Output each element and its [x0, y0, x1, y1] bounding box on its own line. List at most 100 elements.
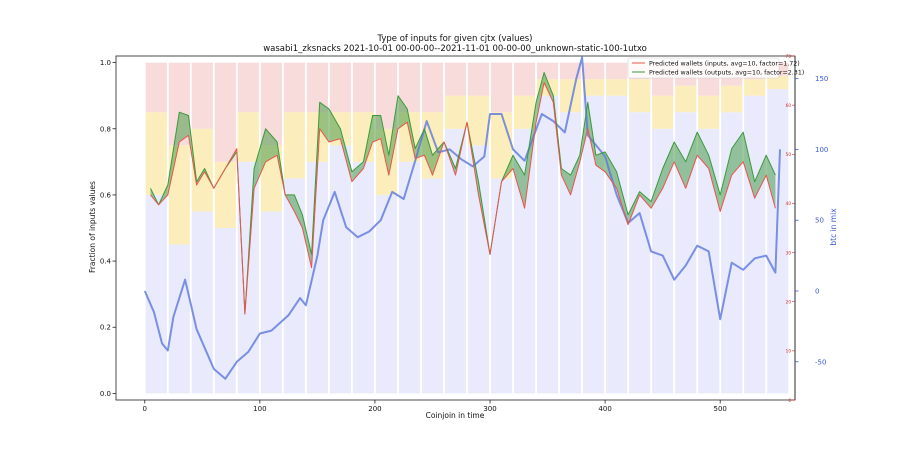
- y2-tick-label: -50: [815, 358, 826, 366]
- y2-tick-label: 150: [815, 75, 828, 83]
- y-tick-label: 1.0: [100, 59, 111, 67]
- bar-yellow: [283, 112, 305, 179]
- bar-pink: [375, 62, 398, 129]
- bar-pink: [283, 62, 305, 113]
- x-tick-label: 400: [598, 405, 611, 413]
- bar-blue: [490, 178, 513, 394]
- y3-tick-label: 70: [786, 54, 792, 59]
- legend-label-outputs: Predicted wallets (outputs, avg=10, fact…: [649, 70, 804, 77]
- bar-blue: [168, 244, 190, 394]
- y-axis-label: Fraction of inputs values: [88, 181, 97, 273]
- bar-pink: [490, 62, 513, 113]
- bar-blue: [352, 161, 375, 394]
- line-inputs: [150, 82, 776, 315]
- bar-blue: [283, 178, 305, 394]
- legend-box: [627, 57, 780, 79]
- bar-pink: [191, 62, 213, 129]
- bar-yellow: [145, 112, 167, 195]
- bar-yellow: [237, 112, 259, 162]
- y2-axis-label: btc in mix: [829, 208, 838, 246]
- line-btc-in-mix: [143, 56, 781, 380]
- bar-blue: [191, 211, 213, 394]
- bar-pink: [398, 62, 421, 113]
- bar-yellow: [744, 79, 766, 96]
- bar-pink: [421, 62, 444, 113]
- x-tick-label: 500: [714, 405, 727, 413]
- x-tick-label: 0: [143, 405, 147, 413]
- bar-blue: [329, 145, 352, 394]
- legend: Predicted wallets (inputs, avg=10, facto…: [627, 57, 804, 79]
- y2-tick-label: 0: [815, 287, 819, 295]
- bar-blue: [675, 112, 697, 394]
- bar-yellow: [583, 79, 605, 96]
- bar-yellow: [721, 85, 743, 113]
- bar-blue: [306, 161, 328, 394]
- y-tick-label: 0.2: [100, 324, 111, 332]
- bar-blue: [214, 228, 236, 394]
- bar-blue: [767, 89, 789, 394]
- bar-blue: [744, 95, 766, 394]
- y-tick-label: 0.8: [100, 125, 111, 133]
- bar-pink: [606, 62, 628, 80]
- bar-blue: [145, 194, 167, 394]
- bar-pink: [260, 62, 282, 146]
- x-tick-label: 100: [253, 405, 266, 413]
- bar-blue: [536, 95, 559, 394]
- bar-pink: [513, 62, 536, 96]
- y-tick-label: 0.0: [100, 390, 111, 398]
- bar-blue: [559, 112, 582, 394]
- bar-blue: [606, 95, 628, 394]
- bar-blue: [421, 178, 444, 394]
- y-tick-label: 0.4: [100, 258, 112, 266]
- bar-yellow: [698, 95, 720, 129]
- y3-tick-label: 20: [786, 300, 792, 305]
- bar-blue: [444, 128, 467, 394]
- bar-blue: [375, 194, 398, 394]
- axes: 0 100 200 300 400 5000.00.20.40.60.81.0010203…: [100, 54, 829, 413]
- bar-pink: [306, 62, 328, 113]
- bar-yellow: [606, 79, 628, 96]
- bar-pink: [214, 62, 236, 162]
- bar-yellow: [559, 79, 582, 113]
- chart-title: Type of inputs for given cjtx (values): [377, 34, 533, 44]
- bar-pink: [444, 62, 467, 96]
- chart-subtitle: wasabi1_zksnacks 2021-10-01 00-00-00--20…: [263, 44, 647, 54]
- bar-blue: [467, 145, 490, 394]
- y2-tick-label: 100: [815, 146, 828, 154]
- bar-pink: [329, 62, 352, 113]
- bar-yellow: [191, 128, 213, 212]
- bar-blue: [698, 128, 720, 394]
- x-tick-label: 200: [368, 405, 381, 413]
- y3-tick-label: 0: [788, 398, 791, 403]
- bar-blue: [237, 161, 259, 394]
- bar-blue: [583, 95, 605, 394]
- bar-yellow: [675, 85, 697, 113]
- bar-yellow: [652, 95, 674, 129]
- y3-tick-label: 40: [786, 201, 792, 206]
- bar-pink: [237, 62, 259, 113]
- bar-blue: [260, 211, 282, 394]
- bar-pink: [536, 62, 559, 80]
- x-tick-label: 300: [483, 405, 496, 413]
- y3-tick-label: 10: [786, 349, 792, 354]
- bar-yellow: [513, 95, 536, 129]
- y3-tick-label: 60: [786, 103, 792, 108]
- y-tick-label: 0.6: [100, 191, 112, 199]
- bar-pink: [352, 62, 375, 113]
- y3-tick-label: 50: [786, 152, 792, 157]
- bar-yellow: [168, 145, 190, 245]
- x-axis-label: Coinjoin in time: [426, 411, 485, 420]
- bar-pink: [145, 62, 167, 113]
- legend-label-inputs: Predicted wallets (inputs, avg=10, facto…: [649, 61, 800, 68]
- bar-blue: [398, 161, 421, 394]
- y2-tick-label: 50: [815, 217, 824, 225]
- bar-yellow: [767, 75, 789, 90]
- bar-pink: [583, 62, 605, 80]
- y3-tick-label: 30: [786, 250, 792, 255]
- bar-yellow: [629, 79, 651, 113]
- bar-yellow: [214, 161, 236, 228]
- bar-pink: [467, 62, 490, 96]
- bar-blue: [629, 112, 651, 394]
- bar-yellow: [467, 95, 490, 146]
